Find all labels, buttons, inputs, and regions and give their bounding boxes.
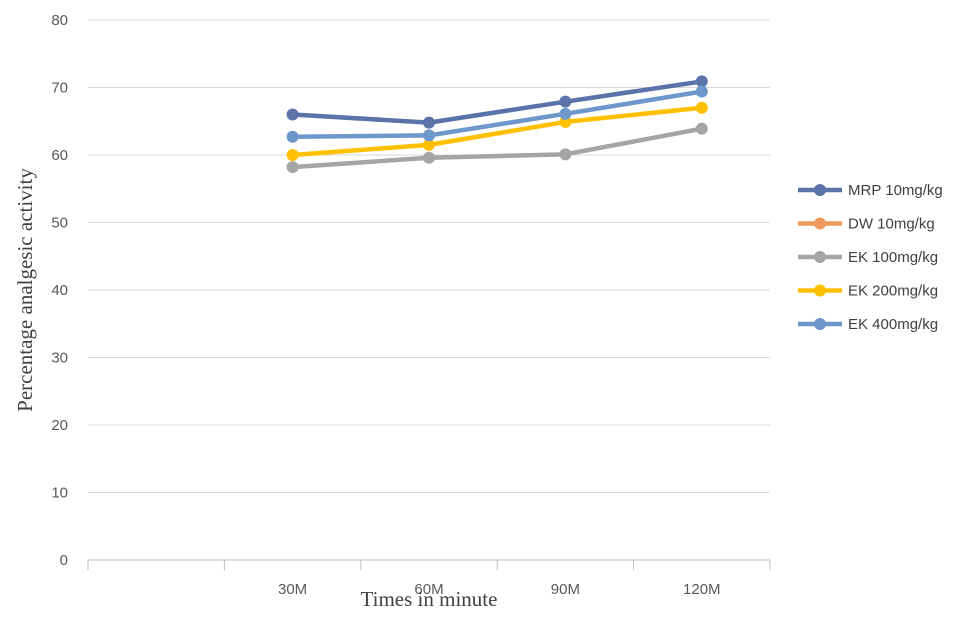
legend-swatch-marker [814,284,826,297]
x-tick-labels: 30M 60M 90M 120M [278,581,721,598]
legend-item: DW 10mg/kg [798,216,935,233]
legend-item: EK 100mg/kg [798,249,938,266]
x-axis-title: Times in minute [361,587,498,611]
series-4 [286,85,708,143]
y-tick-label: 80 [51,12,68,29]
legend-swatch-marker [814,318,826,330]
legend-label: EK 400mg/kg [848,316,938,333]
data-point [286,130,299,143]
data-point [695,85,708,98]
data-point [695,122,708,135]
data-point [286,161,299,174]
data-point [423,151,435,164]
y-tick-label: 30 [51,350,68,367]
legend: MRP 10mg/kg DW 10mg/kg EK 100mg/kg EK 200mg… [798,182,943,333]
legend-item: MRP 10mg/kg [798,182,943,199]
legend-swatch-marker [814,217,826,230]
series-line [290,105,705,158]
data-point [286,149,299,161]
x-tick-label: 30M [278,581,307,598]
y-tick-label: 0 [60,552,68,569]
data-point [286,108,299,121]
series-group [286,75,708,174]
data-point [423,138,435,151]
series-2 [286,122,708,174]
legend-item: EK 400mg/kg [798,316,938,333]
legend-label: EK 100mg/kg [848,249,938,266]
y-tick-label: 40 [51,282,68,299]
y-tick-label: 10 [51,485,68,502]
legend-label: EK 200mg/kg [848,283,938,300]
data-point [695,75,708,88]
series-0 [286,75,708,129]
legend-label: MRP 10mg/kg [848,182,943,199]
series-line [290,89,705,140]
legend-swatch-marker [814,184,826,196]
legend-item: EK 200mg/kg [798,283,938,300]
data-point [559,107,572,120]
y-tick-label: 60 [51,147,68,164]
data-point [559,95,572,108]
gridlines [88,19,770,493]
series-line [290,126,705,170]
data-point [423,116,435,129]
x-tick-label: 60M [414,581,443,598]
y-axis-title: Percentage analgesic activity [13,168,37,412]
x-tick-label: 90M [551,581,580,598]
x-axis [87,559,771,570]
y-tick-label: 20 [51,417,68,434]
y-tick-label: 70 [51,80,68,97]
series-line [290,79,705,125]
data-point [423,129,435,142]
legend-swatch-marker [814,251,826,263]
data-point [559,148,572,161]
y-tick-labels: 0 10 20 30 40 50 60 70 80 [51,12,68,569]
legend-label: DW 10mg/kg [848,216,935,233]
x-tick-label: 120M [683,581,721,598]
data-point [695,101,708,114]
y-tick-label: 50 [51,215,68,232]
